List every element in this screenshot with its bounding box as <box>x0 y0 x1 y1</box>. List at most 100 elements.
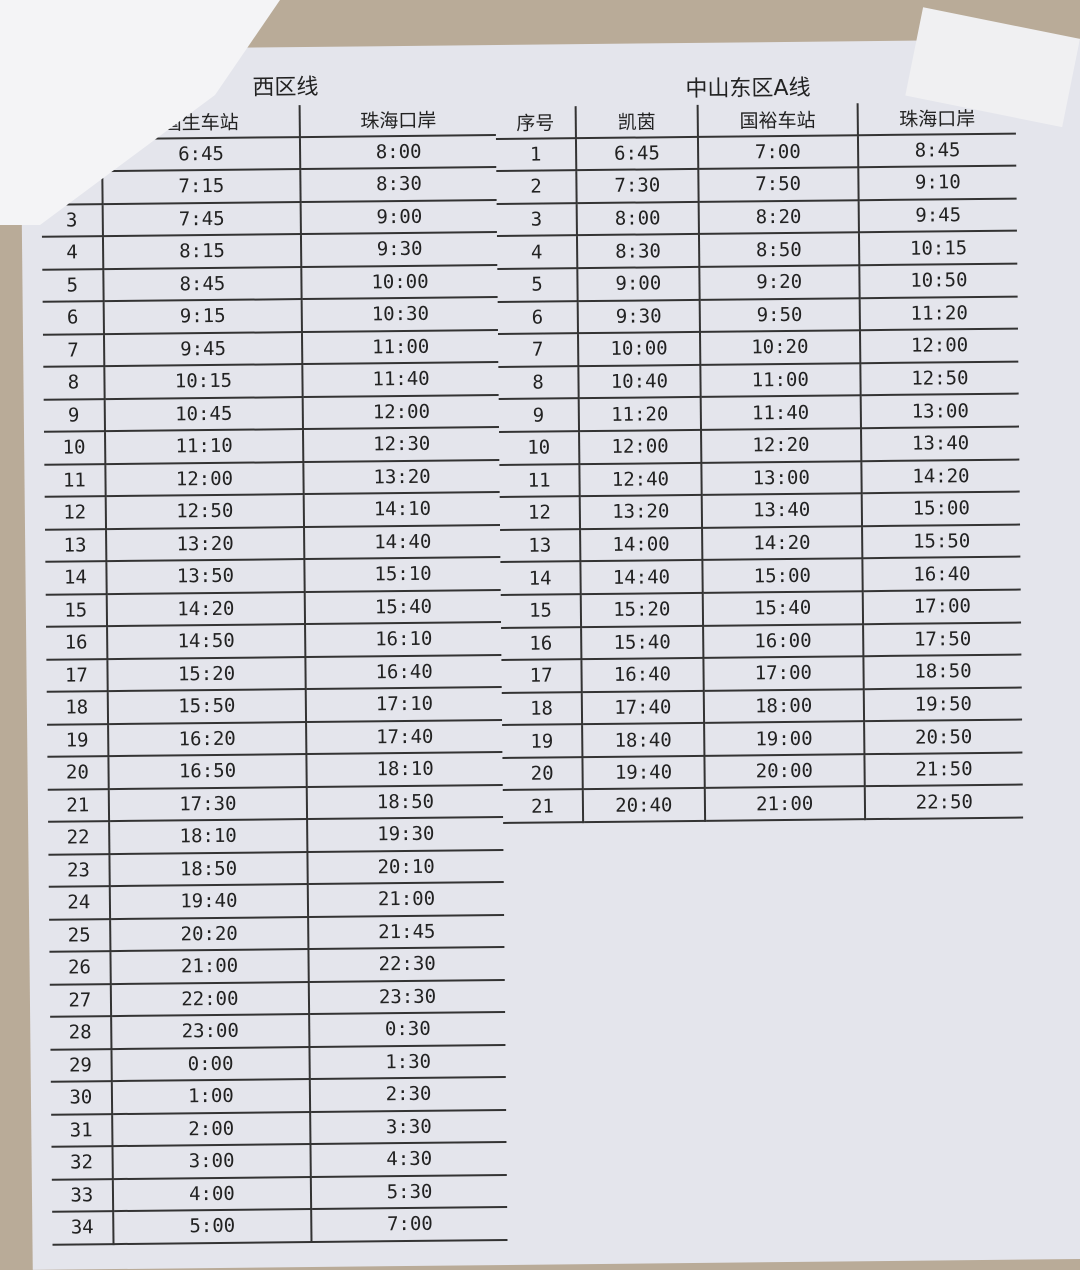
table-cell: 8:15 <box>102 234 302 269</box>
table-cell: 9:00 <box>577 266 700 301</box>
table-cell: 10 <box>43 431 106 465</box>
table-row: 13 14:00 14:20 15:50 <box>500 524 1021 563</box>
table-cell: 14 <box>45 561 107 595</box>
table-row: 19 18:40 19:00 20:50 <box>502 719 1023 758</box>
table-row: 7 9:45 11:00 <box>42 329 499 367</box>
table-cell: 31 <box>51 1113 113 1147</box>
table-cell: 13:00 <box>701 460 862 496</box>
table-cell: 15 <box>500 594 582 628</box>
table-row: 31 2:00 3:30 <box>51 1109 507 1147</box>
table-cell: 19:40 <box>582 755 705 790</box>
table-row: 32 3:00 4:30 <box>51 1141 507 1180</box>
table-cell: 4 <box>496 235 578 269</box>
table-cell: 19:00 <box>703 721 865 756</box>
table-cell: 11:20 <box>859 296 1018 331</box>
table-cell: 10 <box>499 431 580 465</box>
table-cell: 17:00 <box>703 656 864 691</box>
table-row: 9 10:45 12:00 <box>43 394 499 432</box>
table-cell: 18:50 <box>863 654 1022 689</box>
table-cell: 11:20 <box>578 397 701 432</box>
table-cell: 9:00 <box>300 199 497 235</box>
table-cell: 23:00 <box>110 1014 310 1049</box>
table-cell: 19:30 <box>307 816 504 852</box>
table-cell: 11 <box>499 463 580 498</box>
table-cell: 19:40 <box>109 884 309 919</box>
table-row: 10 11:10 12:30 <box>43 427 500 465</box>
table-cell: 16 <box>501 626 582 661</box>
east-line-title: 中山东区A线 <box>685 75 811 103</box>
table-cell: 17 <box>46 658 108 692</box>
table-cell: 2:30 <box>309 1076 507 1112</box>
table-cell: 25 <box>49 918 111 952</box>
table-cell: 10:15 <box>104 364 303 399</box>
table-row: 29 0:00 1:30 <box>50 1044 506 1082</box>
table-row: 30 1:00 2:30 <box>50 1076 507 1115</box>
column-header: 珠海口岸 <box>299 103 496 137</box>
table-cell: 21 <box>47 788 109 822</box>
table-cell: 21:00 <box>704 786 865 821</box>
table-cell: 10:20 <box>699 330 861 365</box>
table-cell: 14:10 <box>303 492 500 527</box>
table-cell: 17:30 <box>108 786 308 822</box>
table-cell: 18 <box>46 691 108 725</box>
table-cell: 15 <box>45 593 107 627</box>
table-cell: 4 <box>41 236 104 270</box>
table-cell: 11:40 <box>302 362 499 397</box>
table-cell: 20 <box>47 756 109 790</box>
table-cell: 7:15 <box>102 169 301 204</box>
table-cell: 10:45 <box>104 396 304 432</box>
table-cell: 8:30 <box>300 167 497 202</box>
table-cell: 13 <box>45 528 107 562</box>
table-cell: 14:20 <box>861 459 1020 494</box>
table-cell: 17:40 <box>581 690 704 725</box>
table-cell: 33 <box>51 1178 113 1212</box>
table-cell: 3:00 <box>112 1144 311 1179</box>
table-row: 11 12:40 13:00 14:20 <box>499 459 1020 498</box>
table-cell: 10:30 <box>301 297 498 332</box>
table-cell: 8 <box>498 365 579 400</box>
table-cell: 17:00 <box>862 589 1022 624</box>
table-row: 1 6:45 7:00 8:45 <box>495 133 1017 172</box>
table-cell: 8:50 <box>698 232 860 267</box>
table-row: 21 17:30 18:50 <box>47 784 504 822</box>
table-cell: 16:10 <box>305 621 502 657</box>
table-row: 5 9:00 9:20 10:50 <box>497 263 1018 302</box>
table-cell: 18:10 <box>306 751 503 787</box>
table-cell: 23:30 <box>308 979 506 1015</box>
table-cell: 5 <box>497 268 578 302</box>
table-cell: 15:40 <box>304 589 502 625</box>
table-cell: 14:40 <box>304 524 501 560</box>
table-cell: 16:40 <box>305 654 502 690</box>
table-cell: 11:00 <box>302 329 499 365</box>
table-cell: 19:50 <box>863 687 1023 722</box>
table-cell: 17:40 <box>306 719 503 755</box>
table-cell: 0:30 <box>309 1011 506 1047</box>
column-header: 国裕车站 <box>697 103 858 137</box>
table-cell: 9:10 <box>858 165 1017 201</box>
table-cell: 15:00 <box>861 491 1021 526</box>
table-row: 18 17:40 18:00 19:50 <box>501 687 1023 726</box>
table-cell: 13:20 <box>105 526 305 562</box>
table-cell: 12:50 <box>105 494 305 529</box>
table-cell: 26 <box>49 951 111 985</box>
table-cell: 3 <box>496 202 578 237</box>
table-cell: 9 <box>43 398 105 432</box>
table-row: 19 16:20 17:40 <box>47 719 503 757</box>
table-row: 24 19:40 21:00 <box>48 881 505 920</box>
table-cell: 21:00 <box>110 949 309 984</box>
table-cell: 20:50 <box>863 719 1023 755</box>
table-cell: 18 <box>501 691 583 726</box>
west-line-title: 西区线 <box>252 74 319 101</box>
table-cell: 34 <box>52 1211 114 1245</box>
table-cell: 13:00 <box>860 393 1019 429</box>
table-cell: 12:00 <box>579 429 702 464</box>
table-cell: 12:00 <box>859 328 1019 363</box>
table-row: 9 11:20 11:40 13:00 <box>498 393 1019 432</box>
column-header: 序号 <box>495 106 577 139</box>
table-cell: 17 <box>501 659 582 693</box>
table-row: 21 20:40 21:00 22:50 <box>502 785 1024 824</box>
table-cell: 17:10 <box>305 686 503 722</box>
table-cell: 1:30 <box>309 1044 506 1080</box>
table-row: 23 18:50 20:10 <box>48 849 504 887</box>
table-cell: 11:10 <box>104 429 304 464</box>
